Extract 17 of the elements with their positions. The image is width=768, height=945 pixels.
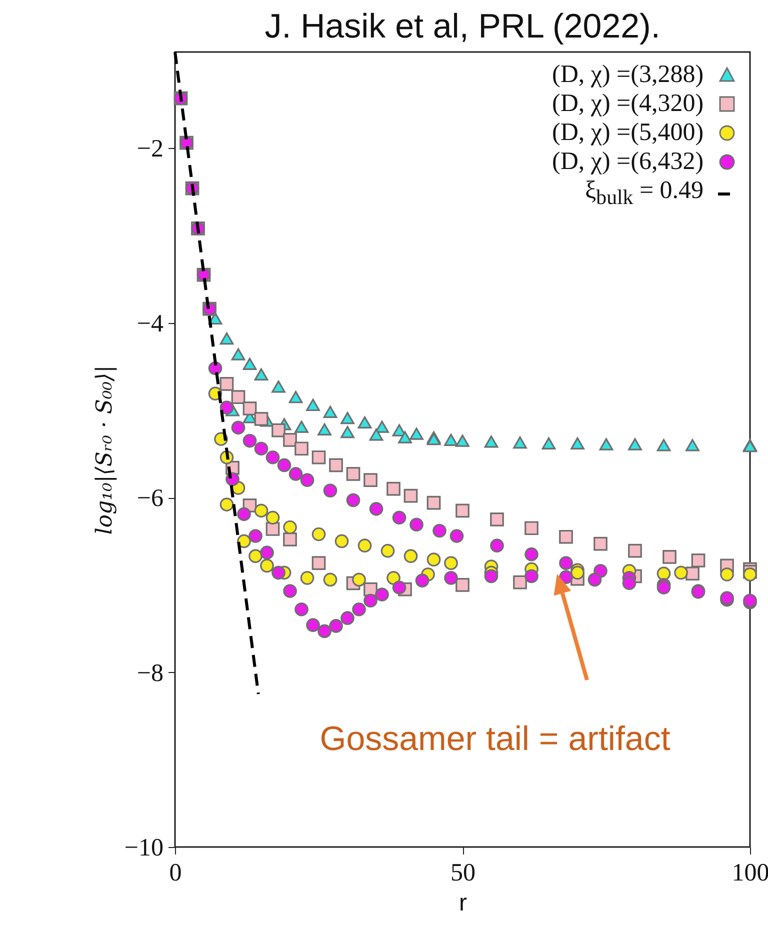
x-tick-label: 100 bbox=[732, 860, 768, 886]
y-tick-label: −2 bbox=[136, 136, 164, 163]
y-tick-label: −4 bbox=[136, 310, 164, 338]
legend-label: (D, χ) =(4,320) bbox=[552, 89, 704, 118]
x-axis-title: r bbox=[459, 890, 467, 916]
legend-label: ξ$_{bulk}$ = 0.49 bbox=[585, 176, 704, 211]
chart-title: J. Hasik et al, PRL (2022). bbox=[264, 8, 660, 46]
x-tick-label: 0 bbox=[169, 860, 182, 886]
y-axis-title: log₁₀|⟨Sᵣ₀ · S₀₀⟩| bbox=[92, 365, 118, 535]
y-tick-label: −6 bbox=[136, 485, 164, 512]
y-tick-label: −10 bbox=[124, 834, 164, 862]
legend-label: (D, χ) =(5,400) bbox=[552, 118, 704, 147]
x-tick-label: 50 bbox=[450, 860, 476, 886]
legend-label: (D, χ) =(3,288) bbox=[552, 60, 704, 89]
annotation: Gossamer tail = artifact bbox=[320, 720, 671, 758]
y-tick-label: −8 bbox=[136, 660, 164, 687]
legend-label: (D, χ) =(6,432) bbox=[552, 147, 704, 176]
